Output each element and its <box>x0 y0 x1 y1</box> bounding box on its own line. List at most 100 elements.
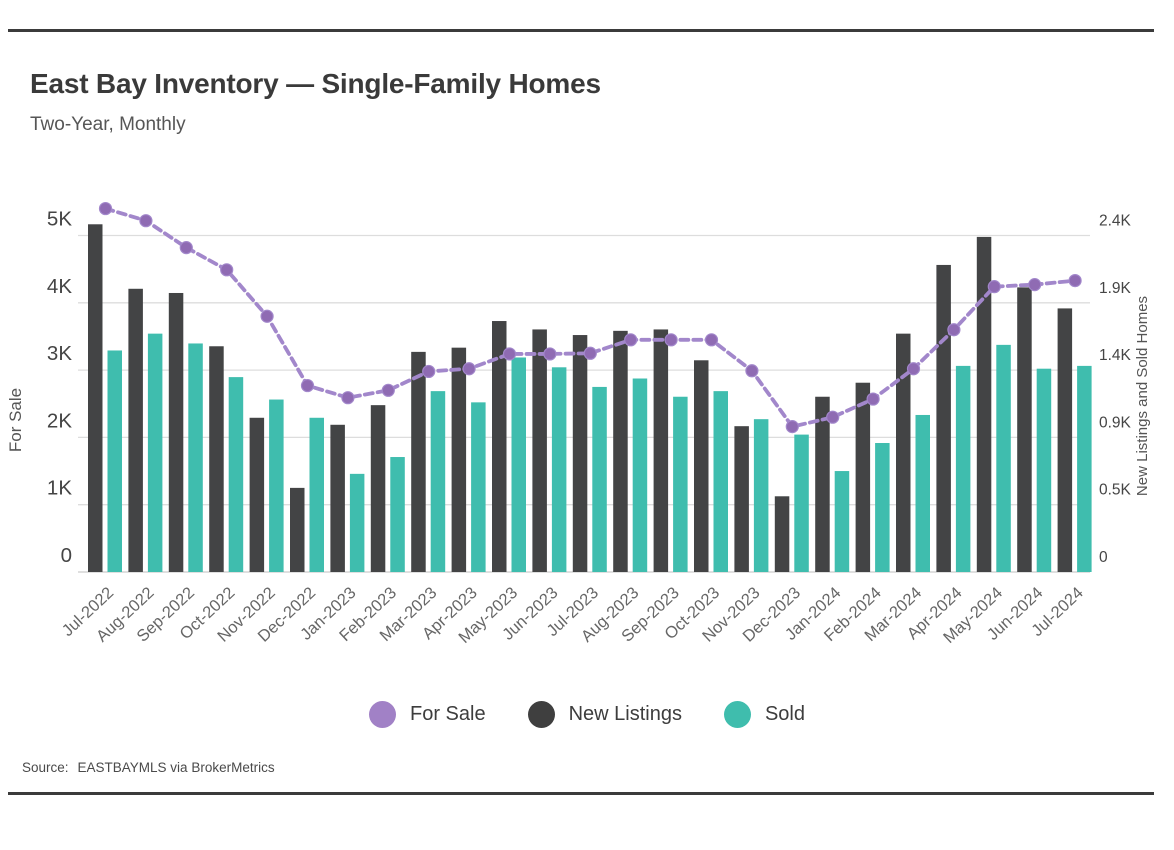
bar-sold-Feb-2023 <box>390 457 405 572</box>
for-sale-point-Jun-2024 <box>1028 278 1042 292</box>
bar-sold-Mar-2023 <box>430 391 446 572</box>
bar-sold-Jan-2024 <box>834 471 850 572</box>
bar-new-listings-Jan-2024 <box>815 396 830 572</box>
for-sale-point-May-2024 <box>987 280 1001 294</box>
y-axis-right-tick: 1.9K <box>1099 280 1132 297</box>
source-text: EASTBAYMLS via BrokerMetrics <box>77 760 275 775</box>
for-sale-point-Jan-2023 <box>341 391 355 405</box>
bar-sold-Sep-2022 <box>188 343 203 572</box>
y-axis-left-tick: 4K <box>47 275 72 298</box>
bar-sold-Dec-2023 <box>794 434 809 572</box>
for-sale-point-Sep-2023 <box>664 333 678 347</box>
bar-sold-Nov-2022 <box>269 399 284 572</box>
for-sale-point-Oct-2022 <box>220 263 234 277</box>
for-sale-point-Feb-2023 <box>381 383 395 397</box>
y-axis-right-tick: 0 <box>1099 549 1108 566</box>
for-sale-point-Feb-2024 <box>866 392 880 406</box>
bar-sold-Sep-2023 <box>673 396 688 572</box>
bar-new-listings-Nov-2022 <box>249 417 265 572</box>
bar-sold-Jul-2022 <box>107 350 122 572</box>
y-axis-left-tick: 2K <box>47 409 72 432</box>
bar-sold-Dec-2022 <box>309 417 324 572</box>
bar-new-listings-Aug-2023 <box>613 330 628 572</box>
bar-new-listings-Apr-2024 <box>936 264 951 572</box>
bar-sold-Jul-2023 <box>592 386 607 572</box>
source-attribution: Source: EASTBAYMLS via BrokerMetrics <box>22 760 275 775</box>
y-axis-left-tick: 5K <box>47 208 72 231</box>
for-sale-point-Aug-2022 <box>139 214 153 228</box>
for-sale-point-May-2023 <box>502 347 517 361</box>
bar-new-listings-Nov-2023 <box>734 426 749 572</box>
bar-new-listings-Feb-2023 <box>370 405 386 572</box>
bar-new-listings-Jul-2023 <box>572 335 588 572</box>
for-sale-point-Dec-2023 <box>785 420 799 434</box>
legend-label: New Listings <box>568 703 682 725</box>
page-subtitle: Two-Year, Monthly <box>30 114 186 135</box>
bar-new-listings-Mar-2023 <box>411 351 426 572</box>
for-sale-point-Aug-2023 <box>624 333 638 347</box>
bar-new-listings-Jul-2022 <box>88 224 103 573</box>
y-axis-left-tick: 0 <box>61 544 72 567</box>
bar-sold-Aug-2023 <box>632 378 648 572</box>
y-axis-right-tick: 0.9K <box>1099 414 1132 431</box>
y-axis-left-tick: 3K <box>47 342 72 365</box>
for-sale-point-Jun-2023 <box>543 347 557 361</box>
bar-sold-Jun-2023 <box>551 367 567 572</box>
sold-legend-dot-icon <box>723 701 751 728</box>
for-sale-point-Apr-2024 <box>947 323 961 337</box>
source-prefix: Source: <box>22 760 69 775</box>
for-sale-point-Nov-2023 <box>745 364 759 378</box>
bar-new-listings-May-2023 <box>492 321 507 572</box>
y-axis-left-tick: 1K <box>47 477 72 500</box>
bar-sold-Jan-2023 <box>349 473 365 572</box>
for-sale-line <box>103 206 1077 429</box>
bar-sold-Feb-2024 <box>875 443 890 572</box>
chart-legend: For Sale New Listings Sold <box>0 701 1174 728</box>
bar-new-listings-Sep-2022 <box>168 292 184 572</box>
bar-sold-Jul-2024 <box>1077 365 1092 572</box>
bar-new-listings-May-2024 <box>976 236 992 572</box>
bar-new-listings-Mar-2024 <box>896 333 911 572</box>
y-axis-right-tick: 2.4K <box>1099 213 1132 230</box>
for-sale-point-Nov-2022 <box>260 309 274 323</box>
new-listings-legend-dot-icon <box>527 701 555 728</box>
legend-label: For Sale <box>409 703 486 725</box>
bar-new-listings-Oct-2023 <box>694 360 709 572</box>
legend-label: Sold <box>764 703 805 725</box>
bar-new-listings-Aug-2022 <box>128 288 143 572</box>
bar-sold-Apr-2023 <box>471 402 486 572</box>
for-sale-point-Oct-2023 <box>704 333 719 347</box>
bar-sold-May-2023 <box>511 357 526 572</box>
bar-new-listings-Jan-2023 <box>330 424 345 572</box>
for-sale-point-Mar-2023 <box>422 364 436 379</box>
bar-new-listings-Dec-2022 <box>290 487 305 572</box>
bar-sold-Apr-2024 <box>955 365 971 572</box>
bar-sold-Oct-2023 <box>713 391 728 572</box>
bar-new-listings-Jul-2024 <box>1057 308 1073 572</box>
for-sale-point-Jul-2022 <box>98 201 113 216</box>
bar-new-listings-Jun-2023 <box>532 329 547 572</box>
bar-new-listings-Feb-2024 <box>855 382 871 572</box>
for-sale-point-Jul-2024 <box>1068 273 1082 288</box>
bottom-divider <box>8 792 1154 795</box>
bar-new-listings-Jun-2024 <box>1017 287 1032 572</box>
for-sale-point-Sep-2022 <box>179 241 193 255</box>
for-sale-legend-dot-icon <box>368 701 396 728</box>
bar-new-listings-Oct-2022 <box>209 346 224 572</box>
y-axis-right-tick: 1.4K <box>1099 347 1132 364</box>
legend-item-for-sale: For Sale <box>368 701 486 728</box>
page-title: East Bay Inventory — Single-Family Homes <box>30 68 601 99</box>
right-axis-title: New Listings and Sold Homes <box>1134 296 1151 496</box>
legend-item-sold: Sold <box>723 701 805 728</box>
bar-new-listings-Sep-2023 <box>653 329 669 572</box>
bar-sold-Oct-2022 <box>228 377 244 572</box>
y-axis-right-tick: 0.5K <box>1099 482 1132 499</box>
for-sale-point-Jan-2024 <box>826 410 840 424</box>
bar-sold-Jun-2024 <box>1036 368 1052 572</box>
bar-new-listings-Dec-2023 <box>774 496 790 572</box>
for-sale-point-Mar-2024 <box>906 362 921 376</box>
for-sale-point-Apr-2023 <box>462 362 476 376</box>
for-sale-point-Jul-2023 <box>583 346 597 360</box>
chart-canvas: 01K2K3K4K5K00.5K0.9K1.4K1.9K2.4KJul-2022… <box>6 201 1151 647</box>
for-sale-point-Dec-2022 <box>300 378 315 393</box>
